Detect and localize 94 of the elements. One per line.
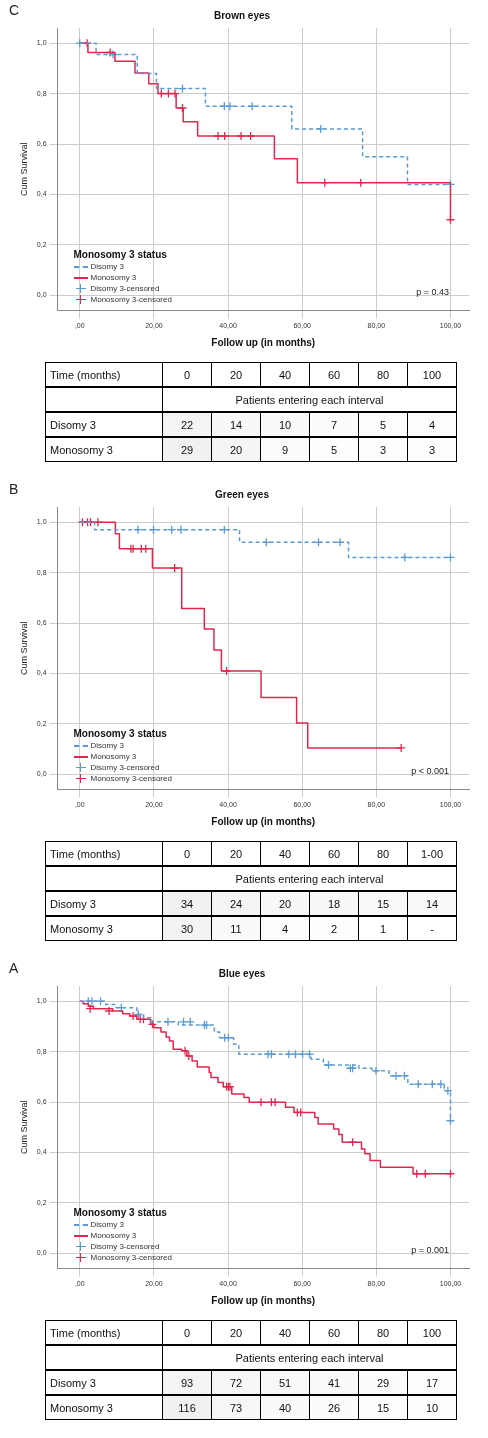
y-axis-title: Cum Survival [18,621,29,676]
data-label: 29 [162,437,212,462]
text: - [430,922,434,935]
y-tick-label: Disomy 3 [45,891,163,916]
data-label: 26 [309,1395,359,1420]
legend-title: Monosomy 3 status [73,248,168,260]
text: B [9,480,19,497]
y-tick-label: Monosomy 3 [45,1395,163,1420]
data-label: 10 [407,1395,457,1420]
x-tick-label: 20 [211,841,261,866]
y-tick-label: Monosomy 3 [45,437,163,462]
text: Patients entering each interval [162,866,457,891]
text: Patients entering each interval [162,387,457,412]
data-label: 3 [407,437,457,462]
data-label: 40 [260,1395,310,1420]
data-label: 29 [358,1370,408,1395]
data-label: 15 [358,1395,408,1420]
x-axis-title: Follow up (in months) [211,1294,316,1306]
data-label: 14 [407,891,457,916]
data-label: 72 [211,1370,261,1395]
annotation: p = 0.001 [411,1244,449,1255]
point [104,1006,114,1016]
x-axis-title: Time (months) [45,841,163,866]
x-tick-label: 0 [162,841,212,866]
legend-label: Monosomy 3 [90,1229,137,1241]
data-label: 22 [162,412,212,437]
x-tick-label: 40 [260,362,310,387]
text: Patients entering each interval [162,1345,457,1370]
x-tick-label: 60 [309,1320,359,1345]
data-label: 17 [407,1370,457,1395]
data-label: 73 [211,1395,261,1420]
x-tick-label: 100 [407,362,457,387]
x-axis-title: Time (months) [45,1320,163,1345]
data-label: 10 [260,412,310,437]
data-label: 5 [309,437,359,462]
y-tick-label: Disomy 3 [45,1370,163,1395]
x-tick-label: 0 [162,362,212,387]
data-label: 1 [358,916,408,941]
legend-label: Monosomy 3-censored [90,1251,172,1263]
x-tick-label: 40 [260,841,310,866]
legend-title: Monosomy 3 status [73,727,168,739]
data-label: 9 [260,437,310,462]
x-tick-label: 20 [211,362,261,387]
legend-label: Disomy 3-censored [90,282,160,294]
data-label: 20 [211,437,261,462]
data-label: 11 [211,916,261,941]
x-tick-label: 20 [211,1320,261,1345]
legend-label: Monosomy 3-censored [90,293,172,305]
x-axis-title: Follow up (in months) [211,336,316,348]
data-label: 2 [309,916,359,941]
x-tick-label: 60 [309,362,359,387]
legend-label: Disomy 3-censored [90,761,160,773]
legend-label: Monosomy 3 [90,271,137,283]
chart-title: Brown eyes [213,9,271,21]
data-label: 116 [162,1395,212,1420]
legend-label: Monosomy 3 [90,750,137,762]
data-label: 34 [162,891,212,916]
annotation: p < 0.001 [411,765,449,776]
legend-label: Monosomy 3-censored [90,772,172,784]
data-label: 18 [309,891,359,916]
x-axis-title: Follow up (in months) [211,815,316,827]
x-tick-label: 0 [162,1320,212,1345]
data-label: 4 [407,412,457,437]
data-label: 20 [260,891,310,916]
y-axis-title: Cum Survival [18,1100,29,1155]
x-tick-label: 80 [358,1320,408,1345]
legend-title: Monosomy 3 status [73,1206,168,1218]
annotation: p = 0.43 [416,286,449,297]
x-tick-label: 40 [260,1320,310,1345]
text: A [9,959,19,976]
x-tick-label: 100 [407,1320,457,1345]
data-label: 51 [260,1370,310,1395]
data-label: 93 [162,1370,212,1395]
data-label: 7 [309,412,359,437]
data-label: 15 [358,891,408,916]
y-axis-title: Cum Survival [18,142,29,197]
data-label: 30 [162,916,212,941]
data-label: 41 [309,1370,359,1395]
data-label: 3 [358,437,408,462]
legend-label: Disomy 3-censored [90,1240,160,1252]
x-tick-label: 1-00 [407,841,457,866]
data-label: 5 [358,412,408,437]
chart-title: Blue eyes [218,967,266,979]
x-tick-label: 80 [358,841,408,866]
data-label: 24 [211,891,261,916]
y-tick-label: Disomy 3 [45,412,163,437]
x-axis-title: Time (months) [45,362,163,387]
y-tick-label: Monosomy 3 [45,916,163,941]
x-tick-label: 80 [358,362,408,387]
data-label: 4 [260,916,310,941]
text: C [9,1,20,18]
chart-title: Green eyes [215,488,270,500]
data-label: 14 [211,412,261,437]
x-tick-label: 60 [309,841,359,866]
